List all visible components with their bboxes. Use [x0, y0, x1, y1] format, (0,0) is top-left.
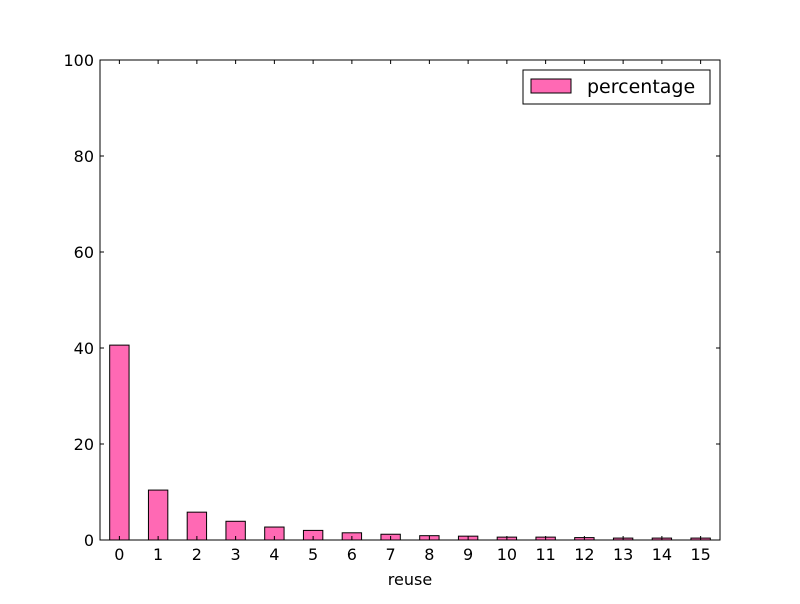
x-tick-label-3: 3 — [231, 545, 241, 564]
x-tick-label-0: 0 — [114, 545, 124, 564]
x-tick-label-14: 14 — [652, 545, 672, 564]
x-tick-label-2: 2 — [192, 545, 202, 564]
legend-label-percentage: percentage — [587, 76, 695, 98]
x-tick-label-6: 6 — [347, 545, 357, 564]
y-tick-label-0: 0 — [84, 531, 94, 550]
x-tick-label-1: 1 — [153, 545, 163, 564]
x-tick-label-5: 5 — [308, 545, 318, 564]
x-tick-label-13: 13 — [613, 545, 633, 564]
y-tick-label-100: 100 — [63, 51, 94, 70]
x-tick-label-8: 8 — [424, 545, 434, 564]
y-tick-label-40: 40 — [74, 339, 94, 358]
x-tick-label-15: 15 — [690, 545, 710, 564]
legend: percentage — [522, 69, 711, 105]
x-tick-label-11: 11 — [535, 545, 555, 564]
x-tick-label-10: 10 — [497, 545, 517, 564]
x-tick-label-4: 4 — [269, 545, 279, 564]
x-axis-label: reuse — [388, 570, 432, 589]
x-tick-label-9: 9 — [463, 545, 473, 564]
x-tick-label-12: 12 — [574, 545, 594, 564]
y-tick-label-20: 20 — [74, 435, 94, 454]
y-tick-label-80: 80 — [74, 147, 94, 166]
plot-area — [100, 60, 720, 540]
bar-1 — [147, 489, 169, 541]
y-tick-label-60: 60 — [74, 243, 94, 262]
bar-2 — [186, 511, 208, 541]
bar-0 — [109, 344, 130, 541]
x-tick-label-7: 7 — [386, 545, 396, 564]
plot-frame — [99, 59, 721, 541]
legend-swatch-percentage — [530, 78, 572, 94]
